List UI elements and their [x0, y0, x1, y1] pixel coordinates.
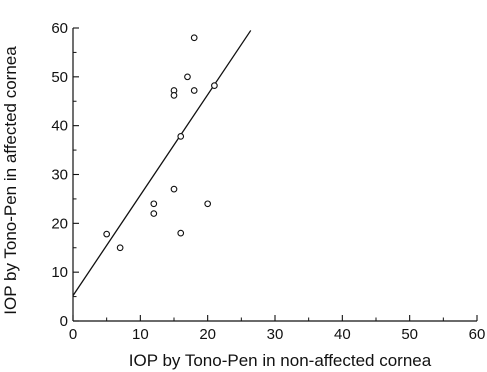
- plot-area: 0 10 20 30 40 50 60 0 10 20 30 40 50 60: [51, 20, 485, 343]
- y-tick-label: 10: [51, 264, 68, 281]
- data-point: [204, 200, 212, 208]
- x-tick-label: 50: [401, 326, 418, 343]
- y-tick-label: 40: [51, 118, 68, 135]
- data-point: [170, 92, 178, 99]
- y-tick-label: 0: [60, 313, 68, 330]
- y-tick-label: 20: [51, 215, 68, 232]
- data-point: [190, 87, 198, 94]
- x-tick-label: 10: [132, 326, 149, 343]
- y-tick-label: 60: [51, 20, 68, 37]
- data-point: [150, 200, 158, 208]
- y-axis-title: IOP by Tono-Pen in affected cornea: [1, 46, 20, 315]
- data-point: [184, 73, 191, 81]
- y-ticks: 0 10 20 30 40 50 60: [51, 20, 79, 330]
- x-tick-label: 0: [69, 326, 77, 343]
- x-tick-label: 30: [267, 326, 284, 343]
- x-tick-label: 40: [334, 326, 351, 343]
- data-points: [103, 34, 218, 252]
- data-point: [116, 244, 124, 252]
- data-point: [177, 229, 185, 237]
- data-point: [103, 230, 111, 238]
- data-point: [170, 185, 178, 193]
- regression-line: [72, 30, 252, 296]
- x-tick-label: 20: [199, 326, 216, 343]
- data-point: [190, 34, 198, 42]
- y-tick-label: 50: [51, 69, 68, 86]
- data-point: [177, 133, 185, 140]
- x-tick-label: 60: [469, 326, 486, 343]
- y-tick-label: 30: [51, 167, 68, 184]
- data-point: [211, 82, 218, 89]
- x-ticks: 0 10 20 30 40 50 60: [69, 315, 486, 343]
- data-point: [150, 210, 158, 217]
- x-axis-title: IOP by Tono-Pen in non-affected cornea: [129, 351, 432, 370]
